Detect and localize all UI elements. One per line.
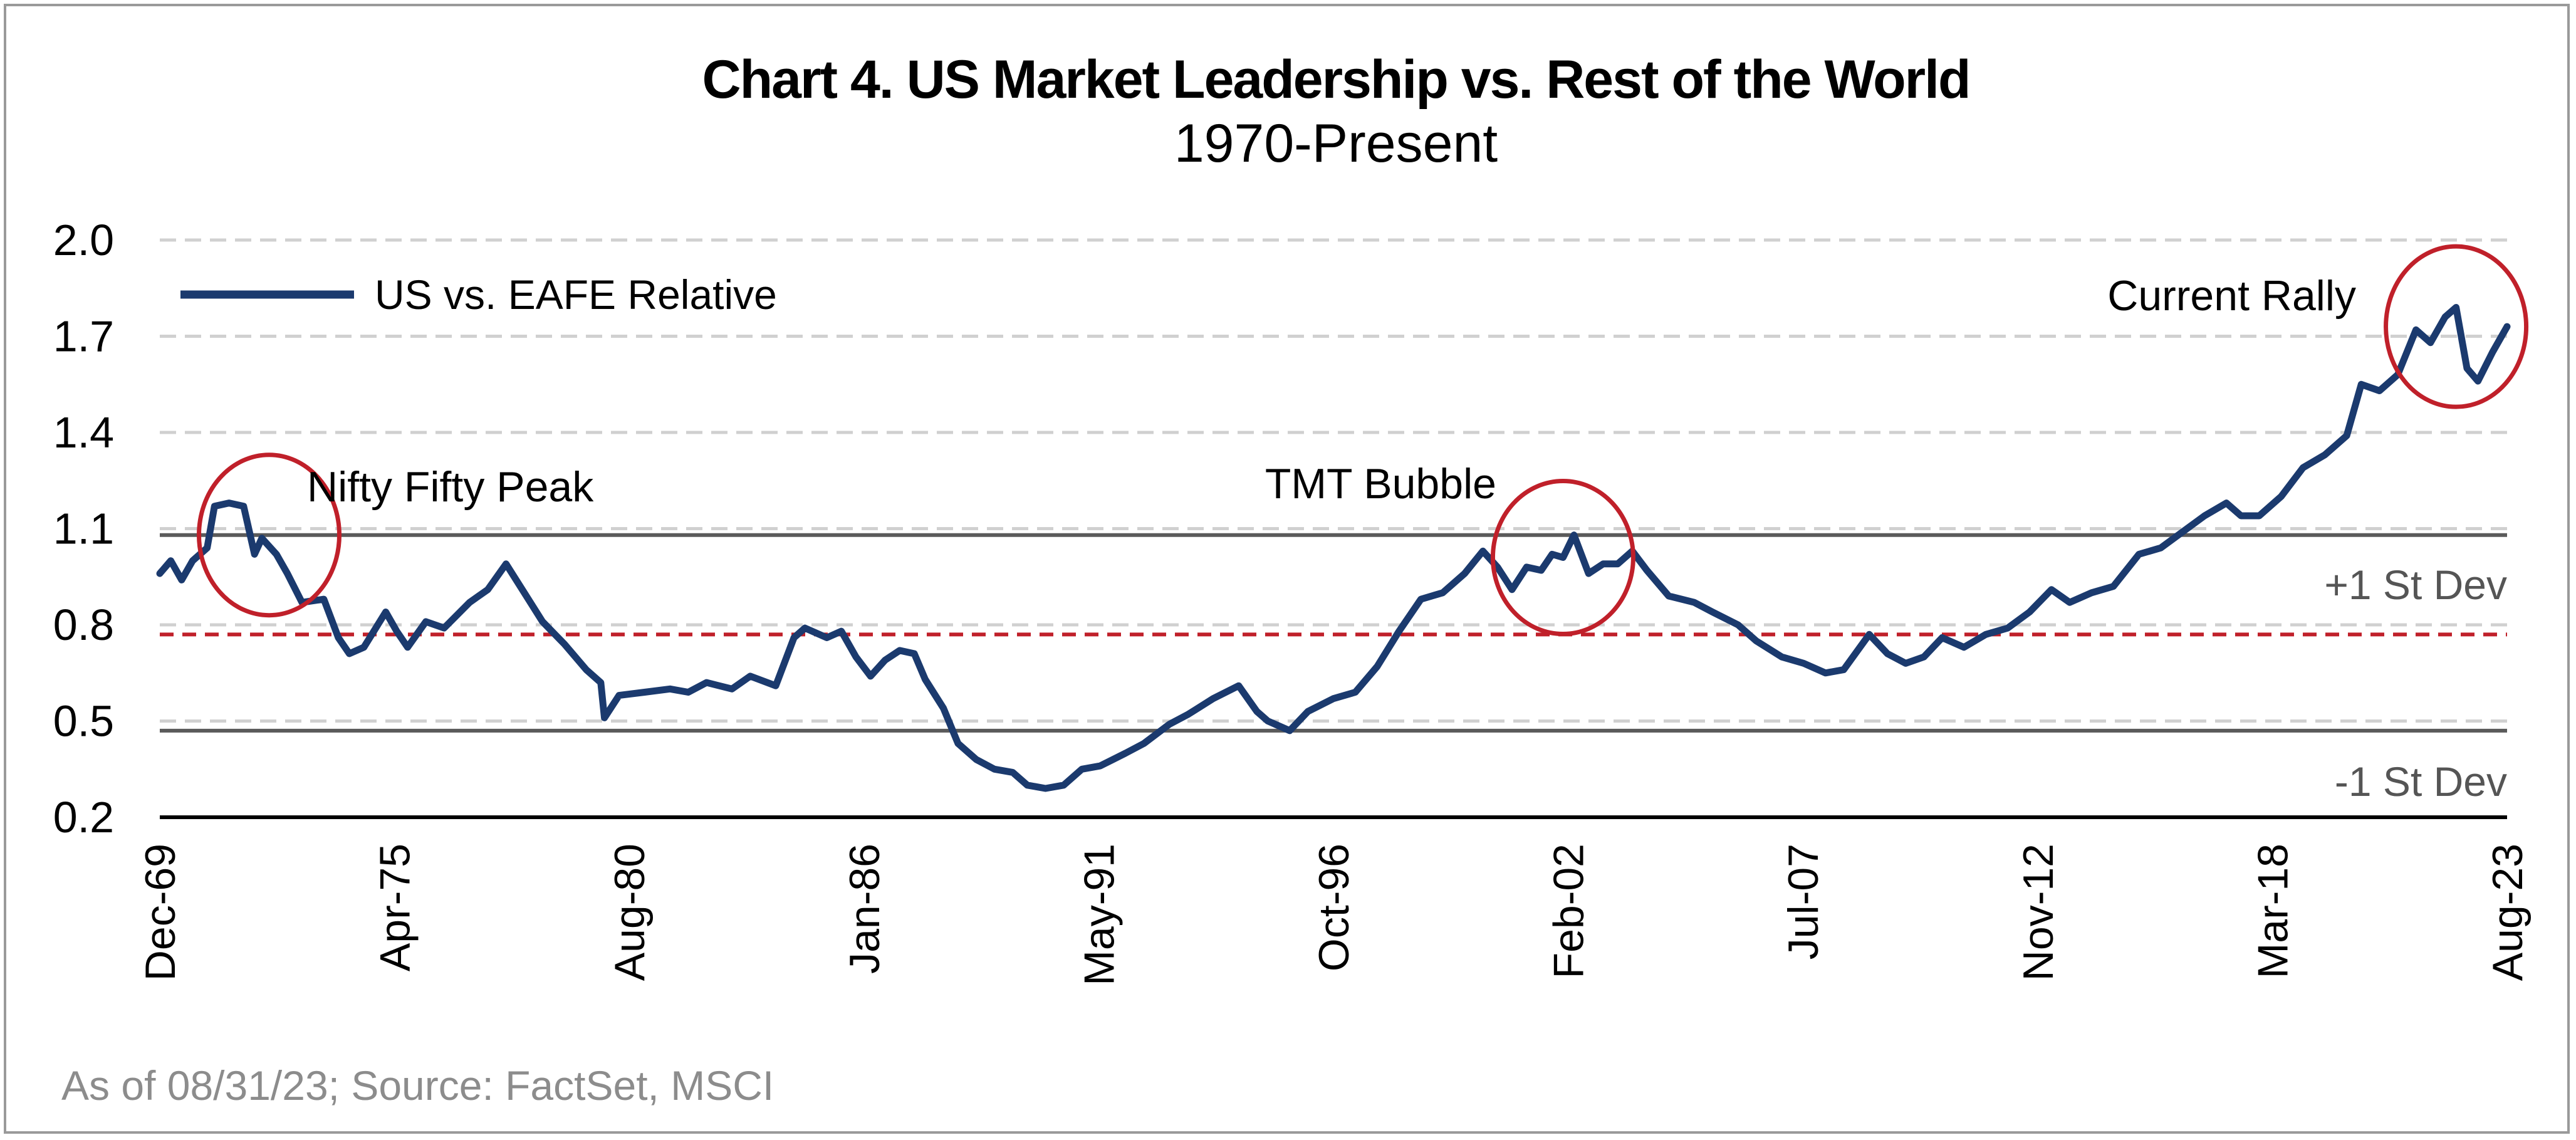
series-line-us-vs-eafe — [156, 304, 2511, 792]
annotation-label: Current Rally — [2107, 272, 2356, 320]
y-tick-label: 1.1 — [53, 505, 114, 553]
annotation-label: TMT Bubble — [1265, 460, 1496, 508]
y-tick-label: 0.8 — [53, 600, 114, 649]
annotations: Nifty Fifty Peak TMT Bubble Current Rally — [197, 244, 2529, 637]
plus-1-stdev-label: +1 St Dev — [2324, 562, 2507, 608]
y-tick-label: 1.4 — [53, 408, 114, 457]
source-note: As of 08/31/23; Source: FactSet, MSCI — [61, 1062, 774, 1109]
y-tick-label: 0.2 — [53, 793, 114, 842]
x-tick-label: Feb-02 — [1545, 844, 1593, 978]
x-tick-label: May-91 — [1075, 844, 1123, 986]
x-tick-label: Aug-80 — [606, 844, 654, 981]
chart-frame: Chart 4. US Market Leadership vs. Rest o… — [4, 4, 2570, 1134]
chart-subtitle: 1970-Present — [1174, 113, 1498, 174]
x-tick-label: Jan-86 — [841, 844, 889, 974]
x-tick-label: Aug-23 — [2484, 844, 2532, 981]
x-tick-label: Jul-07 — [1780, 844, 1827, 960]
gridlines — [160, 238, 2507, 723]
x-tick-label: Mar-18 — [2249, 844, 2297, 978]
annotation-label: Nifty Fifty Peak — [307, 463, 594, 511]
x-tick-labels: Dec-69 Apr-75 Aug-80 Jan-86 May-91 Oct-96 Feb-… — [137, 844, 2532, 986]
highlight-circle — [197, 452, 342, 618]
legend-label: US vs. EAFE Relative — [375, 271, 777, 318]
x-tick-label: Apr-75 — [372, 844, 419, 971]
chart-svg: Chart 4. US Market Leadership vs. Rest o… — [53, 50, 2532, 1109]
highlight-circle — [1490, 479, 1635, 637]
minus-1-stdev-label: -1 St Dev — [2335, 758, 2507, 805]
highlight-circle — [2384, 244, 2529, 409]
x-tick-label: Dec-69 — [137, 844, 184, 981]
chart-title: Chart 4. US Market Leadership vs. Rest o… — [702, 50, 1969, 110]
y-tick-label: 1.7 — [53, 312, 114, 361]
y-tick-label: 0.5 — [53, 697, 114, 746]
legend: US vs. EAFE Relative — [180, 271, 777, 318]
y-tick-label: 2.0 — [53, 216, 114, 264]
y-tick-labels: 2.0 1.7 1.4 1.1 0.8 0.5 0.2 — [53, 216, 114, 842]
x-tick-label: Nov-12 — [2015, 844, 2062, 981]
x-tick-label: Oct-96 — [1310, 844, 1358, 971]
